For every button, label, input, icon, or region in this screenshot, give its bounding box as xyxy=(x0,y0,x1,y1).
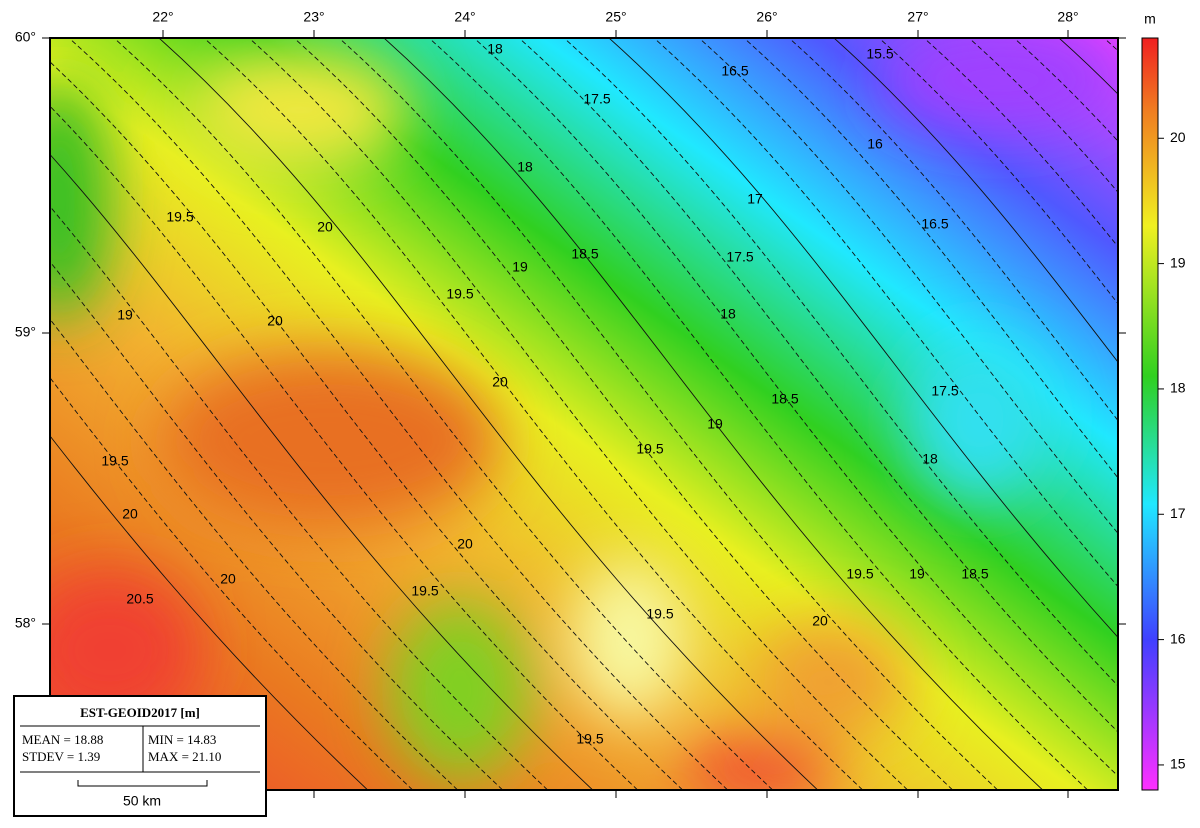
contour-label: 18.5 xyxy=(571,246,598,262)
contour-label: 19.5 xyxy=(446,286,473,302)
legend-min: MIN = 14.83 xyxy=(148,732,216,747)
legend: EST-GEOID2017 [m] MEAN = 18.88 STDEV = 1… xyxy=(13,695,267,817)
longitude-label: 22° xyxy=(152,9,173,25)
contour-label: 16 xyxy=(867,136,883,152)
contour-label: 18 xyxy=(487,41,503,57)
contour xyxy=(608,38,1118,638)
contour-label: 20 xyxy=(492,374,508,390)
contour xyxy=(50,205,549,790)
contour xyxy=(68,38,729,790)
map-frame xyxy=(49,37,1119,791)
contour-label: 17 xyxy=(747,191,763,207)
contour-label: 19 xyxy=(512,259,528,275)
contour-label: 20 xyxy=(317,219,333,235)
contour xyxy=(428,38,1089,790)
legend-box xyxy=(13,695,267,817)
contour xyxy=(50,260,504,790)
contour-lines xyxy=(50,30,1200,820)
latitude-label: 59° xyxy=(15,324,36,340)
contour xyxy=(698,38,1118,535)
longitude-label: 26° xyxy=(756,9,777,25)
contour-label: 19.5 xyxy=(166,209,193,225)
contour xyxy=(158,38,819,790)
legend-stdev: STDEV = 1.39 xyxy=(22,749,100,764)
contour-label: 20 xyxy=(220,571,236,587)
contour-label: 16.5 xyxy=(921,216,948,232)
contour-label: 18.5 xyxy=(771,391,798,407)
contour-label: 16.5 xyxy=(721,63,748,79)
colorbar-tick-label: 15 xyxy=(1170,756,1186,772)
contour xyxy=(473,38,1118,777)
colorbar-ticks: 15 16 17 18 19 20 xyxy=(1158,129,1186,772)
contour-label: 19 xyxy=(909,566,925,582)
contour-label: 19.5 xyxy=(101,453,128,469)
contour-label: 20 xyxy=(267,313,283,329)
legend-mean: MEAN = 18.88 xyxy=(22,732,103,747)
contour xyxy=(50,105,639,790)
colorbar-unit: m xyxy=(1144,11,1156,27)
contour xyxy=(293,38,954,790)
longitude-label: 27° xyxy=(907,9,928,25)
contour-label: 19.5 xyxy=(846,566,873,582)
contour-label: 17.5 xyxy=(931,383,958,399)
colorbar-tick-label: 16 xyxy=(1170,630,1186,646)
contour xyxy=(563,38,1118,687)
contour-label: 20.5 xyxy=(126,591,153,607)
surface-shading xyxy=(50,38,1118,790)
longitude-label: 28° xyxy=(1057,9,1078,25)
contour-label: 18 xyxy=(922,451,938,467)
contour-label: 18.5 xyxy=(961,566,988,582)
contour-label: 17.5 xyxy=(583,91,610,107)
contour xyxy=(518,38,1118,733)
contour xyxy=(833,38,1118,363)
contour xyxy=(1185,30,1200,820)
longitude-label: 23° xyxy=(303,9,324,25)
contour xyxy=(383,38,1044,790)
contour-label: 20 xyxy=(812,613,828,629)
contour-label: 19.5 xyxy=(636,441,663,457)
contour xyxy=(203,38,864,790)
contour-label: 19 xyxy=(707,416,723,432)
contour-label: 18 xyxy=(517,159,533,175)
colorbar-tick-label: 19 xyxy=(1170,254,1186,270)
contour xyxy=(50,153,594,790)
contour-label: 15.5 xyxy=(866,46,893,62)
legend-title: EST-GEOID2017 [m] xyxy=(80,705,200,720)
colorbar-tick-label: 17 xyxy=(1170,505,1186,521)
latitude-label: 58° xyxy=(15,615,36,631)
colorbar xyxy=(1141,37,1159,791)
contour xyxy=(743,38,1118,479)
longitude-label: 24° xyxy=(454,9,475,25)
legend-max: MAX = 21.10 xyxy=(148,749,221,764)
contour-label: 19.5 xyxy=(576,731,603,747)
map-axes: 22° 23° 24° 25° 26° 27° 28° 60° 59° 58° xyxy=(15,9,1126,798)
contour xyxy=(50,435,369,790)
contour xyxy=(50,61,684,790)
colorbar-tick-label: 20 xyxy=(1170,129,1186,145)
contour-label: 17.5 xyxy=(726,249,753,265)
contour-label: 20 xyxy=(457,536,473,552)
contour-label: 19.5 xyxy=(646,606,673,622)
contour xyxy=(113,38,774,790)
contour-label: 19.5 xyxy=(411,583,438,599)
contour-label: 18 xyxy=(720,306,736,322)
contour-label: 19 xyxy=(117,307,133,323)
contour xyxy=(653,38,1118,588)
longitude-label: 25° xyxy=(605,9,626,25)
contour xyxy=(248,38,909,790)
contour-label: 20 xyxy=(122,506,138,522)
latitude-label: 60° xyxy=(15,29,36,45)
scale-label: 50 km xyxy=(123,793,161,809)
contour-labels: 20 19.5 19 19.5 20 20.5 20 20 19.5 19 18.5 18 17.5 18… xyxy=(101,41,988,747)
scale-bar xyxy=(77,780,208,787)
contour xyxy=(788,38,1118,422)
contour xyxy=(50,377,414,790)
colorbar-tick-label: 18 xyxy=(1170,380,1186,396)
contour xyxy=(50,318,459,790)
contour xyxy=(338,38,999,790)
map-area: 20 19.5 19 19.5 20 20.5 20 20 19.5 19 18.5 18 17.5 18… xyxy=(50,30,1200,820)
